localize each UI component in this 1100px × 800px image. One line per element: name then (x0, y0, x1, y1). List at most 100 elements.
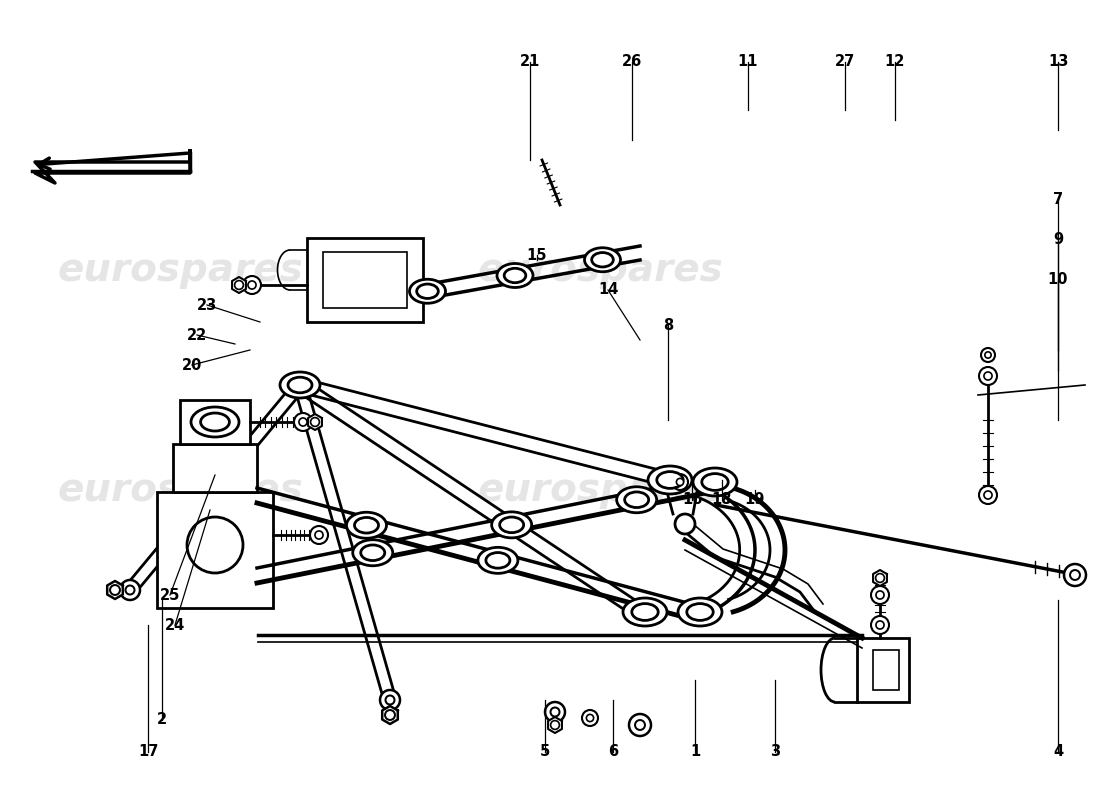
Ellipse shape (504, 268, 526, 282)
Ellipse shape (477, 547, 518, 574)
Circle shape (310, 418, 319, 426)
Text: 9: 9 (1053, 233, 1063, 247)
Ellipse shape (648, 466, 692, 494)
Ellipse shape (346, 512, 386, 538)
Ellipse shape (200, 413, 230, 431)
Text: 4: 4 (1053, 745, 1063, 759)
Polygon shape (873, 570, 887, 586)
Polygon shape (296, 379, 649, 621)
Circle shape (187, 517, 243, 573)
Ellipse shape (191, 407, 239, 437)
Ellipse shape (353, 540, 393, 566)
Text: 8: 8 (663, 318, 673, 333)
Text: 26: 26 (621, 54, 642, 70)
Ellipse shape (409, 279, 446, 303)
Ellipse shape (657, 472, 683, 488)
Circle shape (676, 478, 683, 486)
Circle shape (294, 413, 312, 431)
Text: 21: 21 (520, 54, 540, 70)
Polygon shape (232, 277, 246, 293)
Text: eurospares: eurospares (57, 471, 303, 509)
Ellipse shape (280, 372, 320, 398)
Circle shape (550, 707, 560, 717)
Text: 22: 22 (187, 327, 207, 342)
Ellipse shape (623, 598, 667, 626)
Polygon shape (548, 717, 562, 733)
Circle shape (984, 491, 992, 499)
Ellipse shape (592, 253, 614, 267)
Circle shape (243, 276, 261, 294)
Text: 11: 11 (738, 54, 758, 70)
Ellipse shape (686, 603, 713, 621)
Circle shape (871, 616, 889, 634)
Polygon shape (298, 378, 672, 486)
Circle shape (672, 474, 688, 490)
Text: eurospares: eurospares (57, 251, 303, 289)
Circle shape (586, 714, 594, 722)
Text: 20: 20 (182, 358, 202, 373)
FancyBboxPatch shape (157, 492, 273, 608)
Text: 1: 1 (690, 745, 700, 759)
Text: 18: 18 (712, 493, 733, 507)
Ellipse shape (625, 492, 649, 507)
Text: eurospares: eurospares (477, 251, 723, 289)
Polygon shape (382, 706, 398, 724)
Circle shape (379, 690, 400, 710)
Circle shape (544, 702, 565, 722)
Circle shape (125, 586, 134, 594)
Ellipse shape (584, 248, 620, 272)
Ellipse shape (499, 517, 524, 533)
Text: 10: 10 (1047, 273, 1068, 287)
Text: 5: 5 (540, 745, 550, 759)
Text: 3: 3 (770, 745, 780, 759)
FancyBboxPatch shape (307, 238, 424, 322)
Polygon shape (125, 381, 305, 594)
Ellipse shape (361, 545, 385, 561)
Circle shape (981, 348, 996, 362)
Circle shape (979, 367, 997, 385)
Polygon shape (107, 581, 123, 599)
Circle shape (385, 695, 395, 705)
Ellipse shape (702, 474, 728, 490)
Ellipse shape (486, 553, 510, 568)
Text: 27: 27 (835, 54, 855, 70)
Circle shape (310, 526, 328, 544)
Circle shape (582, 710, 598, 726)
Ellipse shape (678, 598, 722, 626)
Ellipse shape (417, 284, 438, 298)
Circle shape (984, 372, 992, 380)
Circle shape (315, 531, 323, 539)
Text: 23: 23 (197, 298, 217, 313)
Ellipse shape (354, 518, 378, 533)
Text: 7: 7 (1053, 193, 1063, 207)
Text: 6: 6 (608, 745, 618, 759)
Circle shape (629, 714, 651, 736)
FancyBboxPatch shape (323, 252, 407, 308)
Polygon shape (294, 383, 396, 702)
Text: 19: 19 (745, 493, 766, 507)
FancyBboxPatch shape (873, 650, 899, 690)
Ellipse shape (617, 486, 657, 513)
Circle shape (1070, 570, 1080, 580)
Circle shape (675, 514, 695, 534)
Text: 12: 12 (884, 54, 905, 70)
Circle shape (248, 281, 256, 289)
Ellipse shape (288, 378, 312, 393)
Circle shape (299, 418, 307, 426)
Circle shape (1064, 564, 1086, 586)
Circle shape (110, 585, 120, 595)
Circle shape (984, 352, 991, 358)
FancyBboxPatch shape (857, 638, 909, 702)
Circle shape (234, 281, 243, 290)
Circle shape (385, 710, 395, 720)
Text: 14: 14 (597, 282, 618, 298)
Text: 16: 16 (682, 493, 702, 507)
Ellipse shape (492, 512, 531, 538)
Text: eurospares: eurospares (477, 471, 723, 509)
Circle shape (876, 621, 884, 629)
Circle shape (551, 721, 560, 730)
Circle shape (120, 580, 140, 600)
Text: 15: 15 (527, 247, 548, 262)
Circle shape (876, 591, 884, 599)
Circle shape (979, 486, 997, 504)
